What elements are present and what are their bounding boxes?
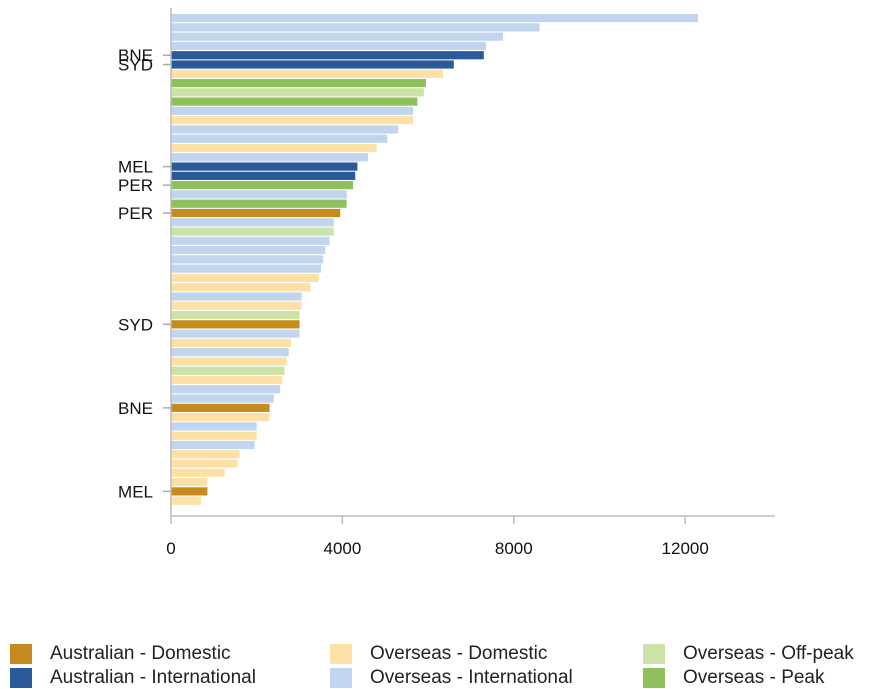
- legend-swatch: [330, 668, 352, 688]
- bar: [171, 338, 291, 347]
- bar: [171, 255, 324, 264]
- bar: [171, 208, 341, 218]
- bar: [171, 357, 287, 366]
- bar: [171, 246, 326, 255]
- bar: [171, 51, 484, 60]
- legend-swatch: [10, 668, 32, 688]
- bar: [171, 385, 281, 394]
- bar: [171, 153, 369, 162]
- bar: [171, 199, 347, 208]
- legend-item: Overseas - Off-peak: [643, 643, 854, 665]
- bar: [171, 329, 300, 338]
- category-label: PER: [118, 204, 153, 223]
- bar: [171, 366, 285, 375]
- bar: [171, 69, 444, 78]
- legend-swatch: [10, 644, 32, 664]
- bar: [171, 283, 311, 292]
- category-label: MEL: [118, 158, 153, 177]
- x-tick-label: 0: [166, 539, 175, 558]
- legend-item: Overseas - Domestic: [330, 643, 547, 665]
- bar: [171, 162, 358, 171]
- bar: [171, 496, 201, 505]
- category-label: PER: [118, 176, 153, 195]
- bar: [171, 468, 225, 477]
- bar: [171, 292, 302, 301]
- bar: [171, 134, 388, 143]
- bar: [171, 440, 255, 450]
- bar: [171, 32, 504, 41]
- bar: [171, 125, 399, 134]
- legend-swatch: [643, 644, 665, 664]
- category-label: MEL: [118, 482, 153, 501]
- legend-label: Overseas - Domestic: [370, 643, 548, 664]
- x-tick-labels-layer: 0 4000 8000 12000: [166, 539, 709, 558]
- bar: [171, 236, 330, 245]
- bar: [171, 478, 208, 487]
- category-label: BNE: [118, 399, 153, 418]
- bar: [171, 431, 257, 440]
- legend-label: Australian - International: [50, 667, 256, 688]
- bar: [171, 403, 270, 412]
- category-label: SYD: [118, 315, 153, 334]
- bar: [171, 459, 238, 468]
- legend-label: Overseas - Off-peak: [683, 643, 854, 664]
- bar: [171, 450, 240, 459]
- legend-item: Overseas - International: [330, 667, 573, 689]
- x-tick-label: 12000: [662, 539, 709, 558]
- legend-swatch: [643, 668, 665, 688]
- bar: [171, 227, 334, 236]
- x-tick-label: 4000: [323, 539, 361, 558]
- bar: [171, 348, 289, 357]
- bar: [171, 181, 354, 190]
- bar: [171, 264, 321, 273]
- bar: [171, 413, 270, 422]
- bar: [171, 97, 418, 106]
- bar: [171, 171, 356, 180]
- legend-label: Australian - Domestic: [50, 643, 231, 664]
- bar: [171, 218, 334, 227]
- axes-layer: [170, 8, 775, 524]
- category-label: SYD: [118, 56, 153, 75]
- bar: [171, 106, 414, 115]
- legend-item: Overseas - Peak: [643, 667, 825, 689]
- bars-layer: [171, 14, 699, 505]
- bar: [171, 394, 274, 403]
- bar: [171, 301, 302, 310]
- bar: [171, 41, 486, 51]
- bar: [171, 273, 319, 283]
- bar: [171, 143, 377, 153]
- legend-item: Australian - Domestic: [10, 643, 231, 665]
- bar: [171, 23, 540, 32]
- bar: [171, 60, 454, 69]
- bar: [171, 320, 300, 329]
- x-tick-label: 8000: [495, 539, 533, 558]
- bar: [171, 88, 424, 97]
- bar: [171, 116, 414, 125]
- legend-item: Australian - International: [10, 667, 256, 689]
- category-label: BNE: [118, 46, 153, 65]
- legend-swatch: [330, 644, 352, 664]
- bar: [171, 190, 347, 199]
- bar: [171, 375, 283, 385]
- bar: [171, 14, 699, 23]
- bar: [171, 78, 426, 88]
- bar: [171, 310, 300, 320]
- bar: [171, 487, 208, 496]
- bar: [171, 422, 257, 431]
- legend: Australian - Domestic Australian - Intern…: [0, 640, 894, 688]
- legend-label: Overseas - Peak: [683, 667, 825, 688]
- legend-label: Overseas - International: [370, 667, 573, 688]
